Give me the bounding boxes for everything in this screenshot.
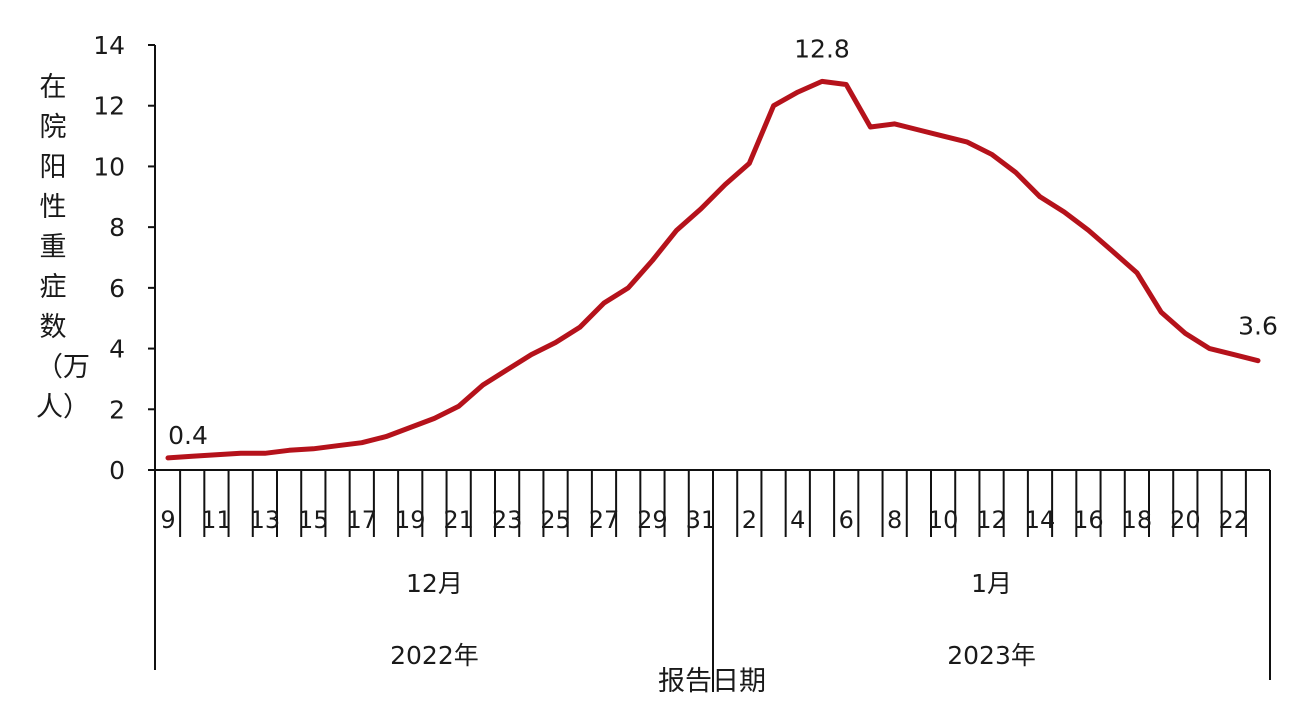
y-tick-label: 0 [109, 456, 125, 485]
x-tick-label: 19 [395, 506, 426, 534]
x-tick-label: 21 [443, 506, 474, 534]
x-tick-label: 15 [298, 506, 329, 534]
x-tick-label: 10 [928, 506, 959, 534]
x-tick-label: 16 [1073, 506, 1104, 534]
data-label: 0.4 [168, 421, 208, 450]
x-tick-label: 4 [790, 506, 805, 534]
y-tick-label: 14 [93, 31, 125, 60]
y-tick-label: 8 [109, 213, 125, 242]
data-label: 3.6 [1238, 312, 1278, 341]
x-tick-label: 22 [1219, 506, 1250, 534]
x-tick-label: 14 [1025, 506, 1056, 534]
y-tick-label: 6 [109, 274, 125, 303]
year-label: 2023年 [947, 641, 1036, 670]
month-label: 12月 [406, 569, 463, 598]
x-tick-label: 31 [686, 506, 717, 534]
x-tick-label: 23 [492, 506, 523, 534]
y-tick-label: 12 [93, 92, 125, 121]
x-tick-label: 13 [250, 506, 281, 534]
x-tick-label: 25 [540, 506, 571, 534]
x-tick-label: 9 [160, 506, 175, 534]
y-tick-label: 4 [109, 335, 125, 364]
y-tick-label: 2 [109, 395, 125, 424]
series-line [165, 78, 1261, 461]
x-tick-label: 17 [347, 506, 378, 534]
data-label: 12.8 [794, 34, 850, 63]
x-tick-label: 18 [1122, 506, 1153, 534]
y-axis-label: 在院阳性重症数（万人） [36, 72, 90, 423]
x-tick-label: 2 [742, 506, 757, 534]
x-tick-label: 6 [839, 506, 854, 534]
x-tick-label: 29 [637, 506, 668, 534]
y-tick-label: 10 [93, 152, 125, 181]
x-axis-label: 报告日期 [658, 666, 766, 697]
month-label: 1月 [971, 569, 1012, 598]
year-label: 2022年 [390, 641, 479, 670]
x-tick-label: 27 [589, 506, 620, 534]
x-tick-label: 11 [201, 506, 232, 534]
x-tick-label: 8 [887, 506, 902, 534]
x-tick-label: 20 [1170, 506, 1201, 534]
x-tick-label: 12 [976, 506, 1007, 534]
